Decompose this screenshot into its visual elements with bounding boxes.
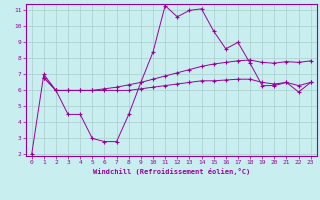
X-axis label: Windchill (Refroidissement éolien,°C): Windchill (Refroidissement éolien,°C) <box>92 168 250 175</box>
